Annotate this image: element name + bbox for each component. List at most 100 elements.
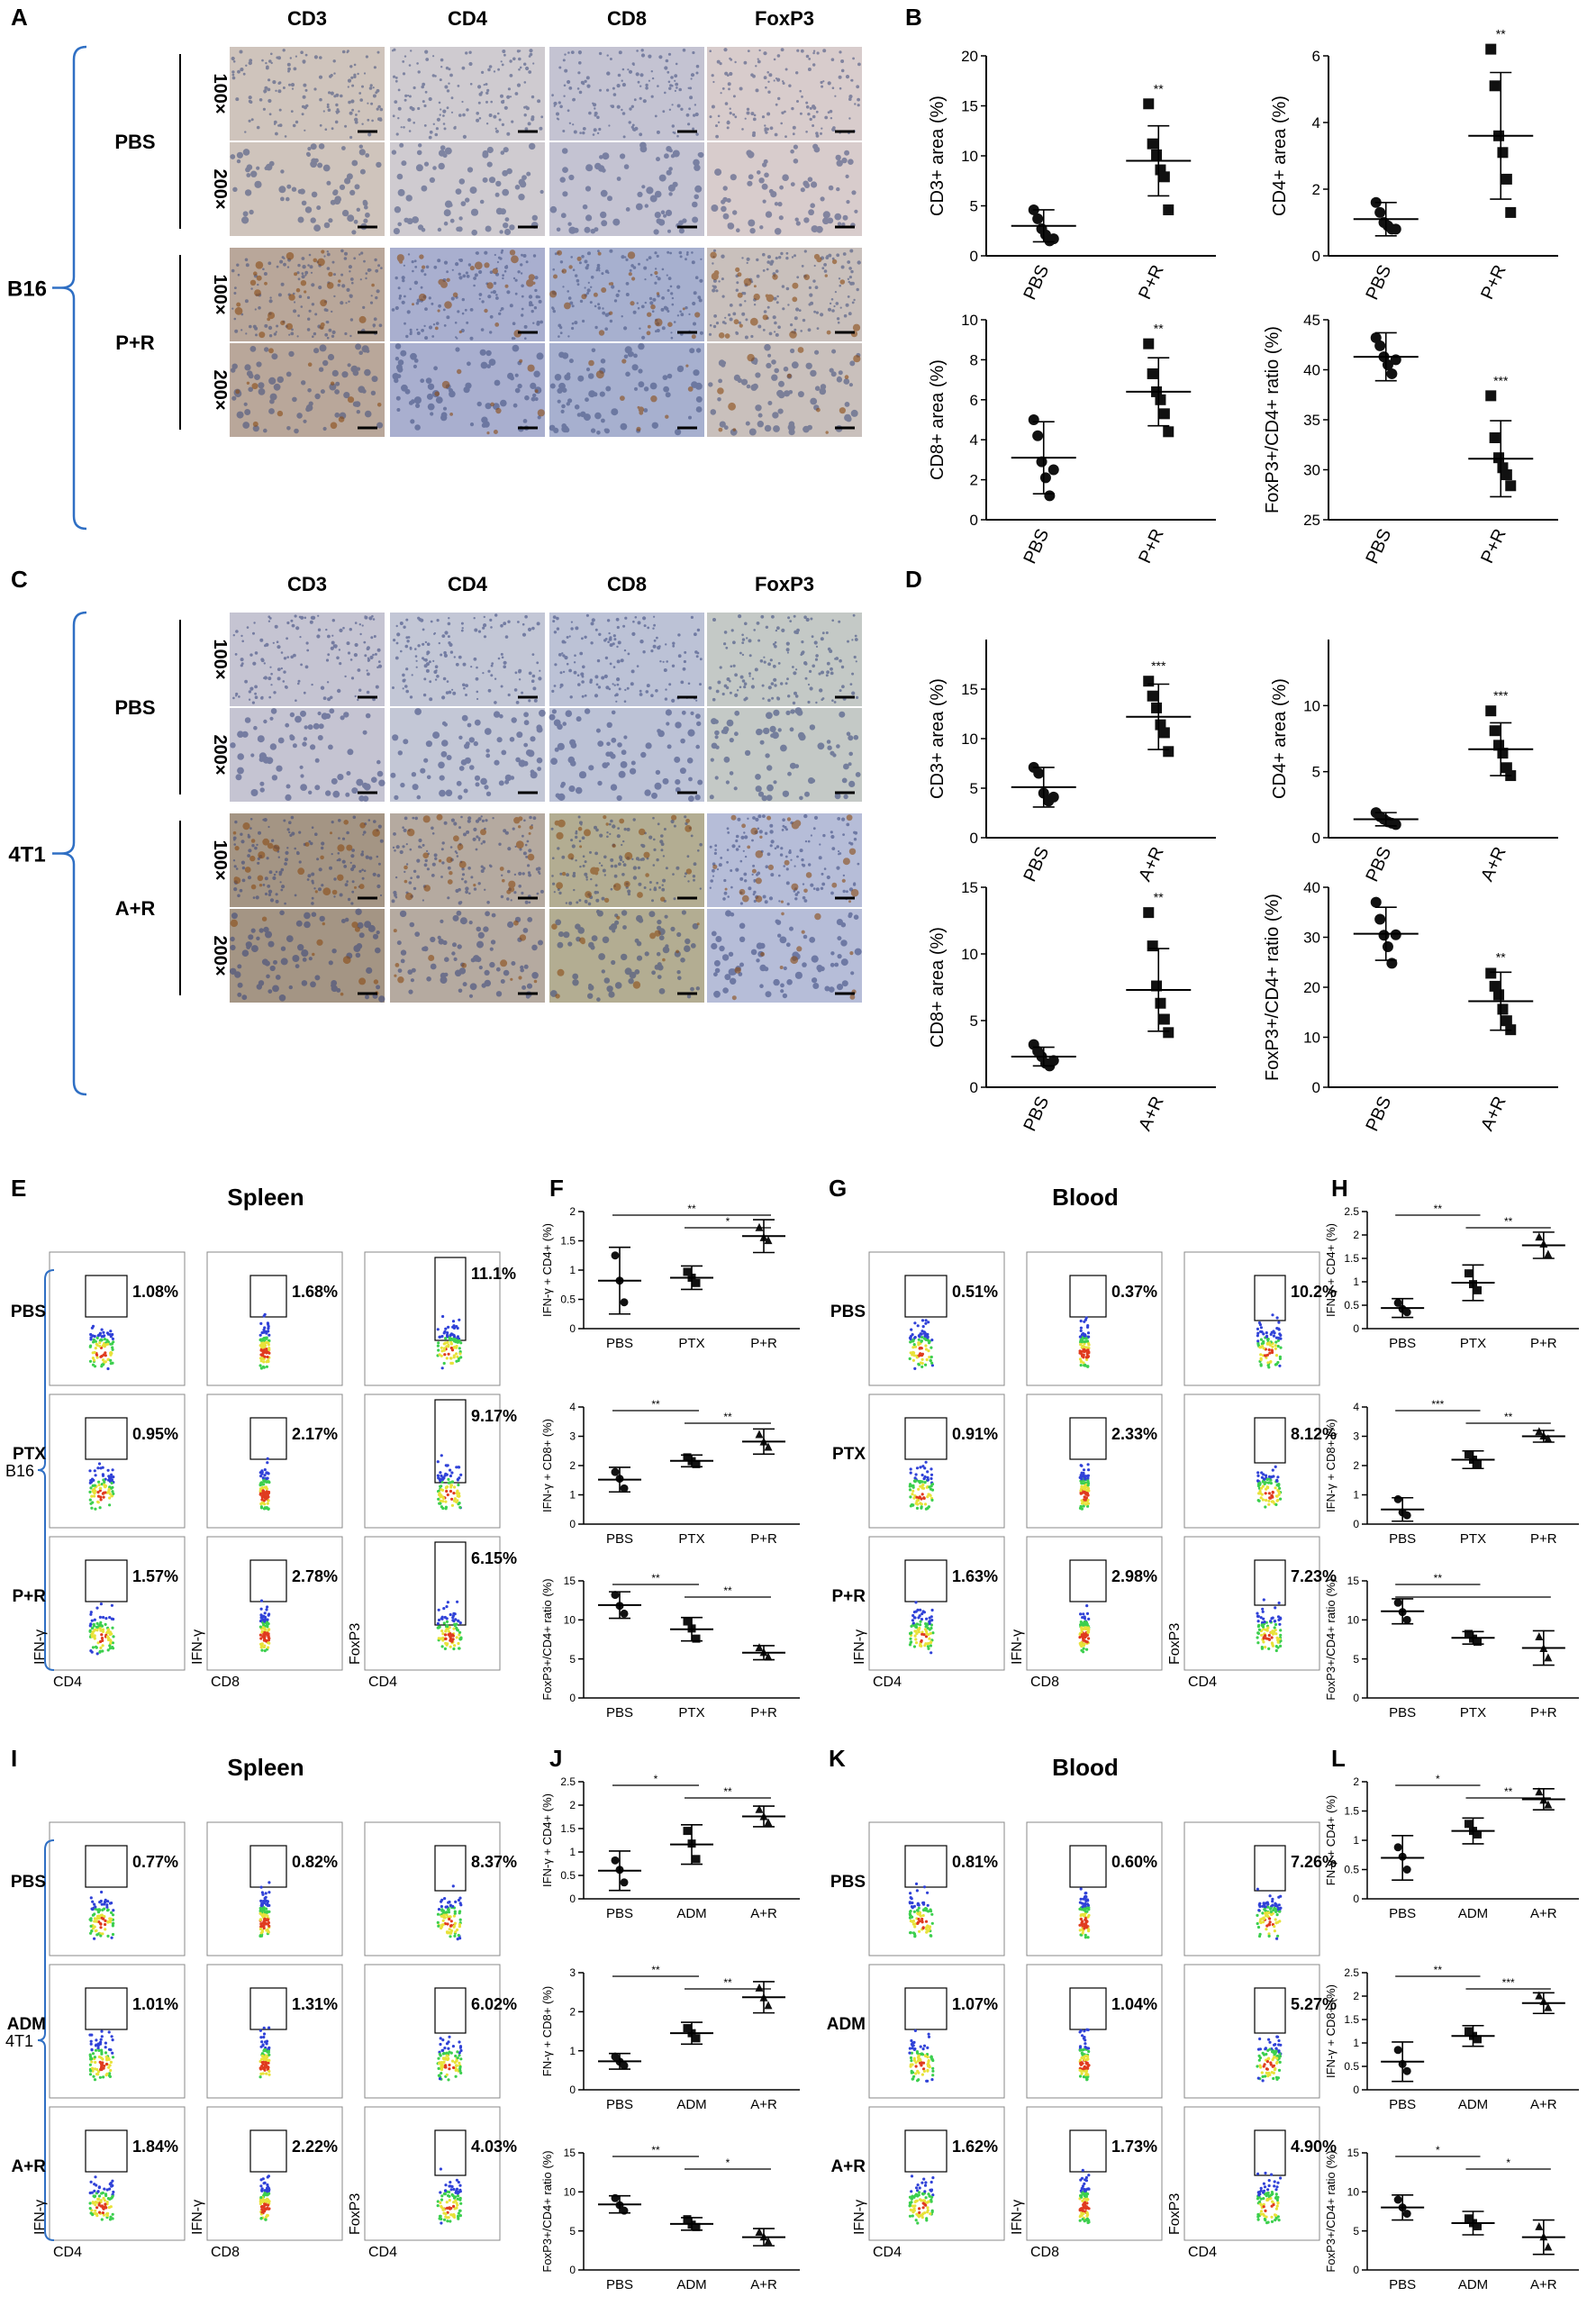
y-axis-label: FoxP3+/CD4+ ratio (%) [540, 1578, 554, 1700]
panelG-gate-r0-c0 [904, 1275, 948, 1318]
point-P+R-1 [1489, 80, 1501, 92]
category-label-0: PBS [606, 1906, 633, 1921]
panelC-group-label: 4T1 [8, 843, 45, 867]
panelG-events-r0-c0 [908, 1319, 934, 1370]
y-tick-label-1: 2 [1312, 181, 1320, 198]
category-label-2: P+R [750, 1336, 777, 1351]
panelE-gate-value-r1-c1: 2.17% [292, 1425, 338, 1443]
y-tick-label-4: 2 [1353, 1775, 1359, 1788]
panelI-gate-value-r2-c1: 2.22% [292, 2138, 338, 2156]
panelE-gate-value-r2-c1: 2.78% [292, 1567, 338, 1585]
significance-1: * [726, 1215, 730, 1228]
category-label-2: P+R [750, 1705, 777, 1720]
point-ADM-0 [683, 2215, 692, 2224]
panelG-gate-value-r1-c2: 8.12% [1291, 1425, 1337, 1443]
y-tick-label-0: 0 [970, 248, 978, 265]
point-A+R-1 [1489, 725, 1501, 737]
panelI-plot-r0-c2 [364, 1821, 501, 1956]
category-label-0: PBS [606, 2277, 633, 2292]
panelI-title: Spleen [227, 1754, 304, 1781]
point-PBS-4 [1044, 490, 1056, 502]
point-PTX-2 [1474, 1459, 1482, 1468]
point-P+R-0 [1535, 1232, 1544, 1241]
panelA-mag-0-1: 200× [210, 168, 230, 209]
point-PTX-2 [692, 1634, 701, 1643]
y-tick-label-2: 2 [569, 2006, 576, 2019]
panelE-gate-value-r0-c1: 1.68% [292, 1283, 338, 1301]
panelK-plot-r0-c0 [868, 1821, 1005, 1956]
panelG-gate-value-r0-c0: 0.51% [952, 1283, 998, 1301]
panelK-gate-r2-c0 [904, 2129, 948, 2173]
panelG-gate-value-r1-c0: 0.91% [952, 1425, 998, 1443]
panelC-tile-r3-c1 [390, 909, 545, 1003]
panelA-col-header-0: CD3 [287, 7, 327, 30]
panelA-tile-texture-r3-c0 [230, 343, 384, 434]
panelE-row-label-1: PTX [13, 1445, 46, 1464]
y-tick-label-0: 25 [1303, 512, 1320, 529]
point-PBS-2 [620, 1609, 629, 1618]
significance-0: *** [1431, 1398, 1444, 1411]
point-A+R-2 [1151, 980, 1163, 992]
panelA-tile-texture-r0-c0 [231, 49, 384, 140]
significance-0: ** [1154, 890, 1164, 904]
point-PBS-5 [1390, 819, 1401, 831]
panelG-row-label-0: PBS [830, 1303, 866, 1321]
panelE-group-label: B16 [5, 1462, 34, 1480]
significance-0: ** [651, 1572, 660, 1584]
panel-letter-K: K [829, 1745, 846, 1772]
panelI-events-r2-c1 [258, 2174, 271, 2221]
panelG-gate-r2-c0 [904, 1559, 948, 1602]
point-PTX-2 [1474, 1638, 1482, 1647]
panelE-events-r1-c1 [258, 1457, 271, 1511]
panelI-events-r0-c1 [258, 1881, 271, 1938]
significance-0: ** [651, 1398, 660, 1411]
y-tick-label-3: 3 [1353, 1430, 1359, 1443]
y-tick-label-3: 1.5 [1344, 1252, 1359, 1265]
panelC-treatment-0: PBS [114, 696, 155, 719]
point-A+R-0 [1485, 967, 1497, 979]
category-label-2: P+R [750, 1531, 777, 1547]
category-label-2: A+R [750, 2277, 777, 2292]
panelK-gate-r0-c1 [1069, 1845, 1107, 1888]
significance-0: ** [1434, 1203, 1443, 1215]
panelG-plot-r2-c0 [868, 1536, 1005, 1671]
panel-letter-D: D [905, 566, 922, 593]
significance-1: ** [723, 1584, 732, 1597]
panelE-events-r1-c2 [436, 1454, 463, 1511]
y-tick-label-0: 0 [970, 512, 978, 529]
panelA-tile-r2-c0 [230, 248, 385, 341]
panelK-gate-r2-c2 [1254, 2129, 1286, 2176]
point-ADM-2 [1474, 1830, 1482, 1838]
panelE-events-r2-c0 [88, 1602, 115, 1656]
panelC-tile-brown-r3-c0 [230, 916, 379, 996]
panelA-tile-r0-c1 [390, 47, 545, 141]
point-A+R-2 [1544, 2242, 1553, 2251]
panelK-row-label-1: ADM [827, 2015, 866, 2034]
panelG-plot-r0-c1 [1026, 1251, 1163, 1386]
point-A+R-0 [1143, 676, 1155, 687]
panel-letter-L: L [1331, 1745, 1346, 1772]
significance-0: *** [1493, 373, 1509, 387]
panelE-ylabel-2: FoxP3 [348, 1623, 363, 1665]
panelE-events-r2-c1 [258, 1599, 271, 1653]
y-tick-label-2: 2 [1353, 1459, 1359, 1472]
point-PTX-0 [683, 1453, 692, 1462]
panelE-gate-r1-c0 [85, 1417, 128, 1460]
y-tick-label-2: 10 [961, 731, 978, 748]
significance-0: * [1436, 1773, 1440, 1785]
panelG-plot-r0-c2 [1183, 1251, 1320, 1386]
panelI-plot-r2-c0 [49, 2106, 186, 2241]
point-P+R-2 [764, 1236, 773, 1245]
category-label-1: ADM [676, 1906, 706, 1921]
point-ADM-2 [692, 2034, 701, 2043]
panelC-tile-r2-c3 [707, 813, 862, 907]
y-tick-label-1: 5 [970, 1012, 978, 1030]
y-tick-label-5: 2.5 [560, 1775, 576, 1788]
y-tick-label-1: 5 [569, 1653, 576, 1666]
y-tick-label-3: 15 [961, 681, 978, 698]
y-axis-label: CD8+ area (%) [928, 927, 948, 1048]
panelG-plot-r2-c1 [1026, 1536, 1163, 1671]
